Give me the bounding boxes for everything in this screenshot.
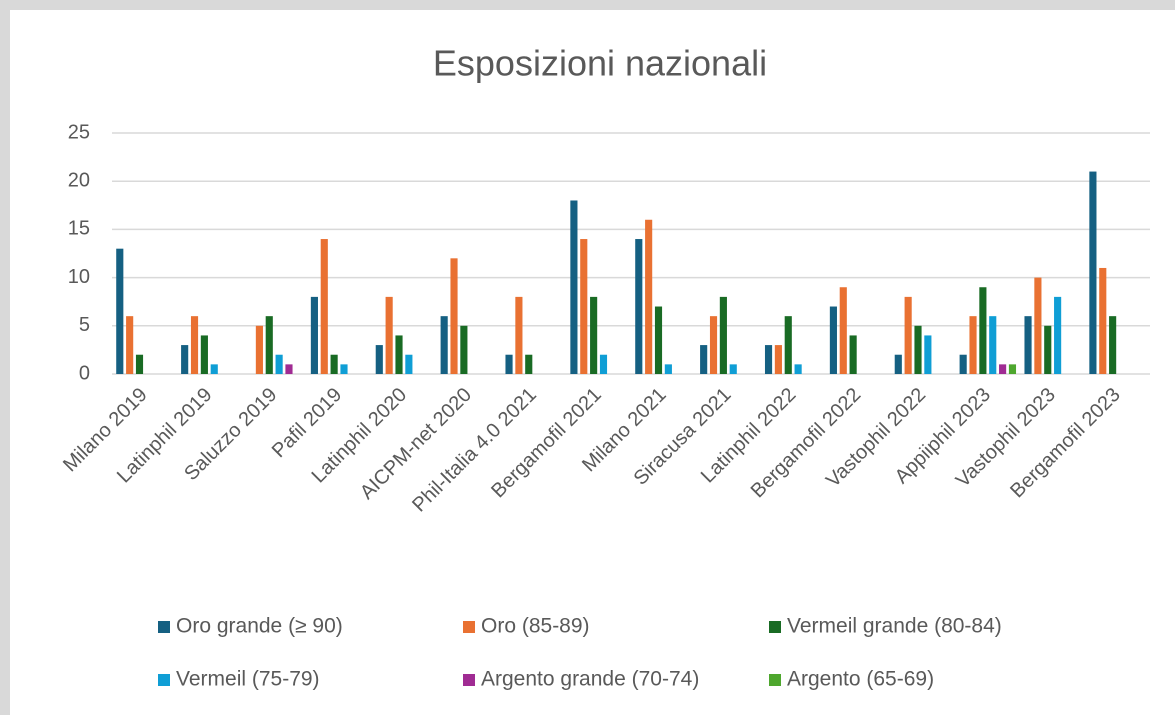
- bar: [599, 354, 608, 374]
- bar: [375, 345, 383, 374]
- y-tick-label: 20: [68, 169, 90, 191]
- bar: [969, 316, 977, 374]
- y-tick-label: 25: [68, 121, 90, 143]
- legend-swatch: [158, 674, 170, 686]
- bar: [405, 354, 413, 374]
- legend-swatch: [463, 621, 475, 633]
- bar: [719, 296, 727, 374]
- bar: [275, 354, 283, 374]
- bar: [340, 364, 348, 374]
- bar: [794, 364, 802, 374]
- bar: [320, 239, 328, 374]
- bar: [255, 325, 263, 374]
- bar: [989, 316, 997, 374]
- bar: [440, 316, 448, 374]
- bar: [590, 296, 598, 374]
- bar: [924, 335, 932, 374]
- bar: [700, 345, 708, 374]
- bar: [190, 316, 199, 374]
- legend-swatch: [463, 674, 475, 686]
- bar: [135, 354, 144, 374]
- bar: [999, 364, 1007, 374]
- bar: [729, 364, 737, 374]
- bar: [285, 364, 293, 374]
- bar: [914, 325, 922, 374]
- bar: [580, 239, 588, 374]
- bar: [505, 354, 513, 374]
- bar: [849, 335, 857, 374]
- legend-label: Argento grande (70-74): [481, 668, 699, 691]
- bar: [709, 316, 718, 374]
- bar: [515, 296, 523, 374]
- bar: [395, 335, 403, 374]
- bar: [764, 345, 773, 374]
- bar: [894, 354, 902, 374]
- bar: [1024, 316, 1032, 374]
- chart-title: Esposizioni nazionali: [433, 43, 767, 84]
- bar: [525, 354, 533, 374]
- bar: [774, 345, 782, 374]
- bar: [839, 287, 847, 374]
- legend-label: Vermeil (75-79): [176, 668, 320, 691]
- bar: [645, 219, 653, 374]
- bar: [385, 296, 393, 374]
- legend-swatch: [769, 674, 781, 686]
- bar: [1054, 296, 1062, 374]
- bar: [1089, 171, 1097, 374]
- bar: [1109, 316, 1117, 374]
- legend-swatch: [769, 621, 781, 633]
- y-tick-label: 0: [79, 362, 90, 384]
- legend-label: Argento (65-69): [787, 668, 934, 691]
- bar: [116, 248, 124, 374]
- bar: [200, 335, 208, 374]
- bar: [654, 306, 663, 374]
- bar: [330, 354, 338, 374]
- bar: [979, 287, 987, 374]
- bar: [904, 296, 912, 374]
- bar: [784, 316, 792, 374]
- legend-label: Vermeil grande (80-84): [787, 615, 1002, 638]
- bar: [181, 345, 189, 374]
- bar: [959, 354, 967, 374]
- y-tick-label: 10: [68, 266, 90, 288]
- bar: [126, 316, 134, 374]
- bar: [210, 364, 218, 374]
- bar: [450, 258, 458, 374]
- bar: [265, 316, 273, 374]
- bar: [460, 325, 468, 374]
- bar: [1044, 325, 1052, 374]
- legend-label: Oro (85-89): [481, 615, 590, 638]
- bar: [635, 239, 643, 374]
- bar: [1034, 277, 1042, 374]
- bar: [829, 306, 837, 374]
- bar: [1099, 267, 1107, 374]
- legend-label: Oro grande (≥ 90): [176, 615, 343, 638]
- bar: [664, 364, 672, 374]
- legend-swatch: [158, 621, 170, 633]
- y-tick-label: 5: [79, 314, 90, 336]
- bar: [310, 296, 318, 374]
- bar: [570, 200, 578, 374]
- bar: [1008, 364, 1017, 374]
- y-tick-label: 15: [68, 218, 90, 240]
